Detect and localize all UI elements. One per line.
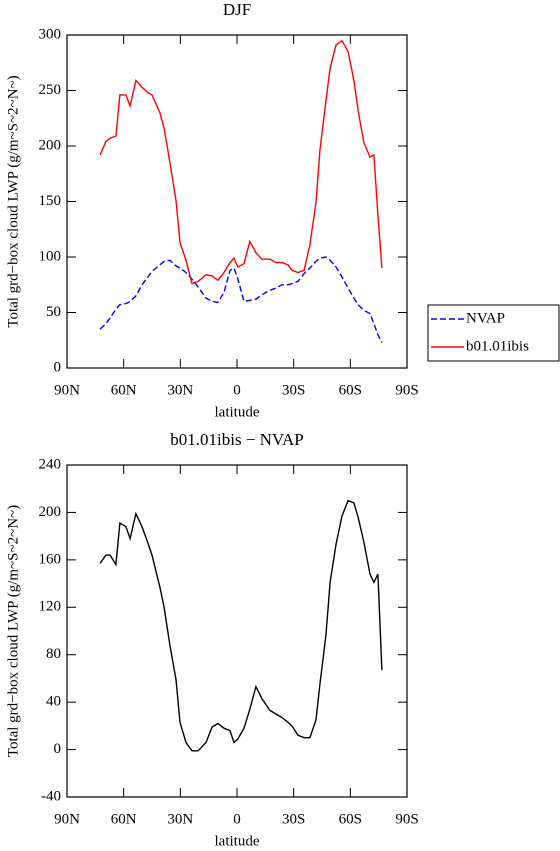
y-tick-label: 0	[54, 741, 62, 757]
y-tick-label: 100	[39, 248, 62, 264]
x-tick-label: 90N	[54, 811, 80, 827]
x-tick-label: 90S	[395, 811, 418, 827]
y-tick-label: 200	[39, 137, 62, 153]
y-axis-label: Total grd−box cloud LWP (g/m~S~2~N~)	[5, 75, 21, 327]
x-tick-label: 90N	[54, 382, 80, 398]
y-tick-label: 80	[46, 646, 61, 662]
y-tick-label: 0	[54, 359, 62, 375]
y-tick-label: 160	[39, 551, 62, 567]
y-tick-label: 150	[39, 193, 62, 209]
y-axis-label: Total grd−box cloud LWP (g/m~S~2~N~)	[5, 505, 21, 757]
x-tick-label: 30S	[282, 382, 305, 398]
x-tick-label: 0	[233, 382, 241, 398]
y-tick-label: 40	[46, 694, 61, 710]
line-series	[99, 256, 383, 343]
y-tick-label: 200	[39, 504, 62, 520]
x-tick-label: 90S	[395, 382, 418, 398]
legend-label: NVAP	[466, 310, 505, 326]
x-tick-label: 60N	[111, 811, 137, 827]
line-series	[99, 499, 383, 752]
x-tick-label: 60N	[111, 382, 137, 398]
y-tick-label: -40	[41, 788, 61, 804]
x-tick-label: 30N	[167, 811, 193, 827]
y-tick-label: 240	[39, 456, 62, 472]
y-tick-label: 50	[46, 304, 61, 320]
line-series	[99, 39, 383, 285]
x-tick-label: 30S	[282, 811, 305, 827]
chart-title: DJF	[223, 0, 251, 19]
x-tick-label: 60S	[339, 382, 362, 398]
x-tick-label: 0	[233, 811, 241, 827]
y-tick-label: 250	[39, 82, 62, 98]
legend-label: b01.01ibis	[466, 338, 529, 354]
plot-frame	[66, 464, 408, 798]
y-tick-label: 120	[39, 599, 62, 615]
y-tick-label: 300	[39, 26, 62, 42]
chart-title: b01.01ibis − NVAP	[170, 430, 304, 449]
x-axis-label: latitude	[215, 404, 260, 420]
legend-box	[427, 304, 560, 362]
x-tick-label: 30N	[167, 382, 193, 398]
plot-frame	[66, 34, 408, 369]
x-axis-label: latitude	[215, 833, 260, 849]
x-tick-label: 60S	[339, 811, 362, 827]
